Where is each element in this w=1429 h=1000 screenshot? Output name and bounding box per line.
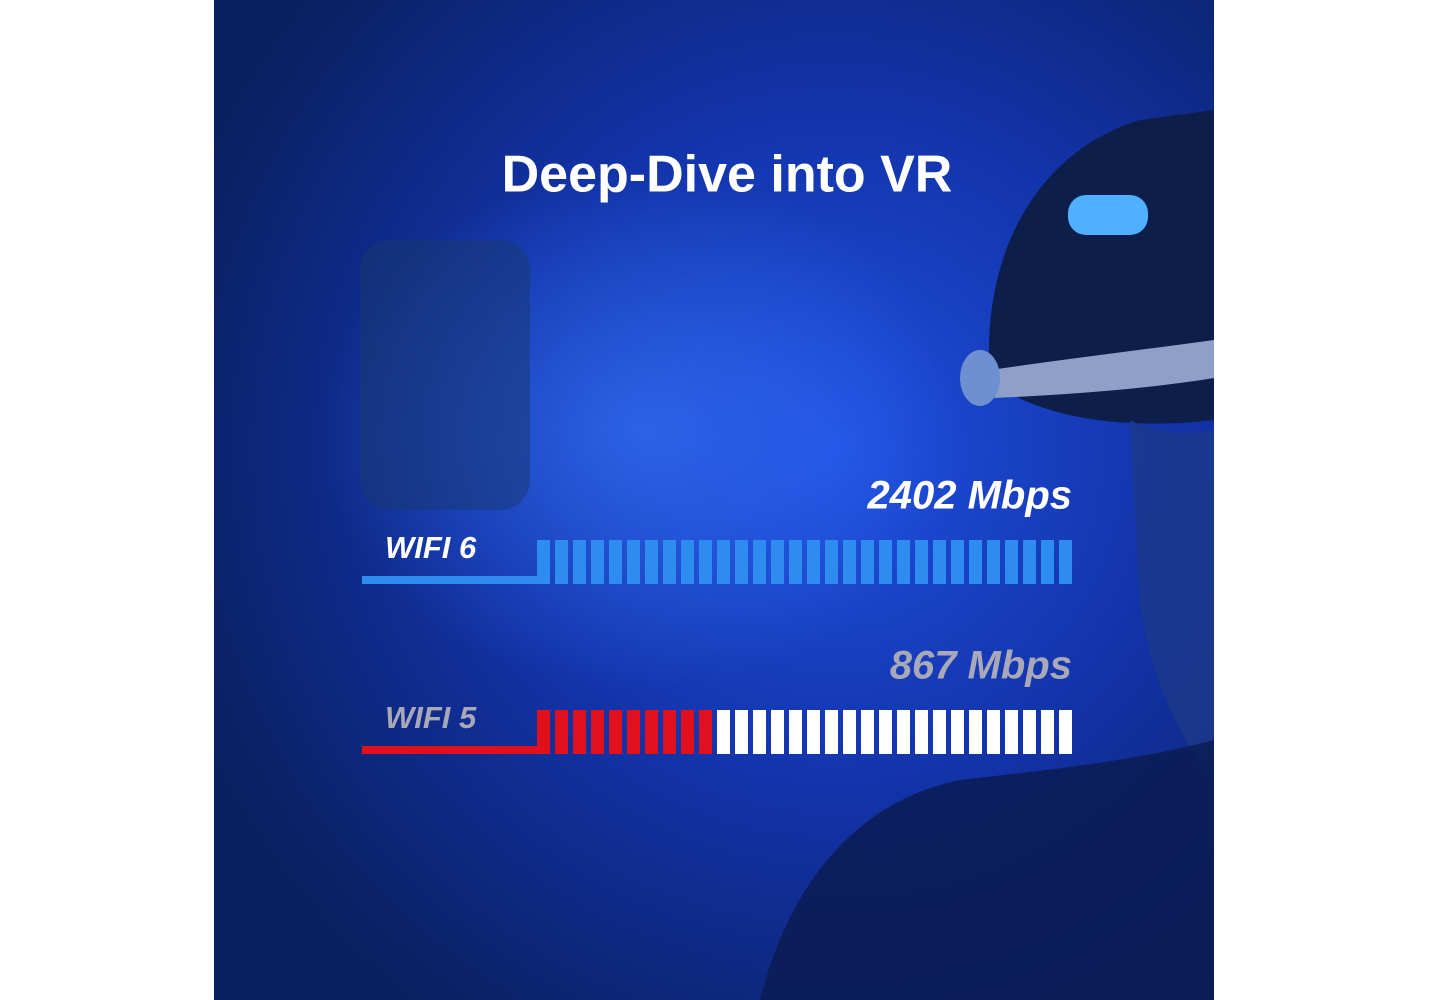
bar-segment: [609, 710, 622, 754]
headset-light: [1068, 195, 1148, 235]
bar-segment: [663, 540, 676, 584]
bar-segment: [609, 540, 622, 584]
bar-segment: [699, 540, 712, 584]
headset: [988, 110, 1214, 424]
bar-segment: [537, 540, 550, 584]
background-shape: [360, 240, 530, 510]
bar-segment: [627, 540, 640, 584]
bar-segment: [1041, 540, 1054, 584]
bar-segment: [663, 710, 676, 754]
bar-segment: [933, 540, 946, 584]
bar-segment: [807, 540, 820, 584]
empty-segment: [1005, 710, 1018, 754]
bar-baseline: [362, 746, 541, 754]
bar-segment: [555, 540, 568, 584]
bar-segment: [1059, 540, 1072, 584]
empty-segment: [897, 710, 910, 754]
bar-baseline: [362, 576, 541, 584]
bar-segment: [843, 540, 856, 584]
headset-band: [990, 340, 1214, 398]
bar-segment: [537, 710, 550, 754]
empty-segment: [717, 710, 730, 754]
bar-segment: [591, 540, 604, 584]
bar-segment: [681, 710, 694, 754]
empty-segment: [915, 710, 928, 754]
bar-segment: [717, 540, 730, 584]
empty-segment: [843, 710, 856, 754]
bar-segment: [879, 540, 892, 584]
headset-button: [960, 350, 1000, 406]
empty-segment: [1041, 710, 1054, 754]
empty-segment: [879, 710, 892, 754]
category-label: WIFI 6: [385, 530, 477, 565]
empty-segment: [735, 710, 748, 754]
bar-segment: [1023, 540, 1036, 584]
bar-segment: [1005, 540, 1018, 584]
bar-segment: [573, 710, 586, 754]
bar-segment: [969, 540, 982, 584]
empty-segment: [951, 710, 964, 754]
bar-segment: [951, 540, 964, 584]
empty-segment: [753, 710, 766, 754]
bar-segment: [987, 540, 1000, 584]
empty-segment: [987, 710, 1000, 754]
empty-segment: [825, 710, 838, 754]
bar-segment: [645, 710, 658, 754]
bar-segment: [861, 540, 874, 584]
bar-segment: [789, 540, 802, 584]
bar-segment: [699, 710, 712, 754]
empty-segment: [933, 710, 946, 754]
empty-segment: [1023, 710, 1036, 754]
value-label: 2402 Mbps: [866, 474, 1072, 518]
bar-segment: [771, 540, 784, 584]
empty-segment: [861, 710, 874, 754]
bar-segment: [681, 540, 694, 584]
face: [1130, 420, 1214, 780]
bar-segment: [753, 540, 766, 584]
category-label: WIFI 5: [385, 700, 477, 735]
empty-segment: [1059, 710, 1072, 754]
bar-segment: [915, 540, 928, 584]
empty-segment: [771, 710, 784, 754]
empty-segment: [789, 710, 802, 754]
bar-segment: [825, 540, 838, 584]
bar-segment: [555, 710, 568, 754]
bar-segment: [573, 540, 586, 584]
empty-segment: [807, 710, 820, 754]
bar-segment: [735, 540, 748, 584]
bar-segment: [645, 540, 658, 584]
empty-segment: [969, 710, 982, 754]
value-label: 867 Mbps: [890, 644, 1072, 688]
bar-segment: [897, 540, 910, 584]
bar-segment: [591, 710, 604, 754]
chart-title: Deep-Dive into VR: [502, 146, 953, 204]
bar-segment: [627, 710, 640, 754]
shoulder: [760, 740, 1214, 1000]
